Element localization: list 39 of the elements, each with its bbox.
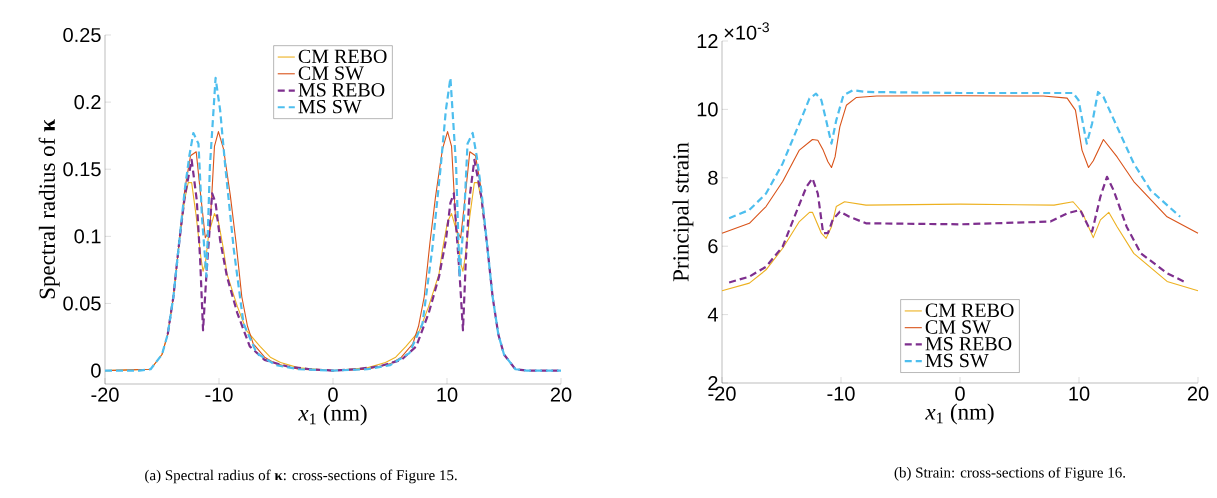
legend-label: CM REBO: [925, 303, 1014, 317]
line-series: [721, 201, 1199, 292]
line-series: [721, 95, 1199, 234]
x-tick-label: 0: [328, 387, 338, 402]
x-tick-label: -10: [827, 386, 855, 401]
x-tick-label: -20: [91, 387, 119, 402]
line-series: [728, 89, 1182, 220]
y-axis-title: Spectral radius of κ: [38, 119, 60, 299]
legend-label: CM SW: [925, 320, 991, 334]
legend-label: MS REBO: [298, 83, 385, 97]
y-tick-label: 12: [697, 34, 718, 48]
y-tick-label: 8: [708, 170, 718, 185]
y-tick-label: 0.2: [74, 95, 101, 110]
x-tick-label: 10: [1069, 386, 1090, 401]
y-tick-label: 4: [707, 307, 718, 322]
x-axis-title: x$_{1}$ (nm): [298, 404, 367, 426]
x-tick-label: -10: [205, 387, 233, 402]
x-tick-label: 20: [1187, 386, 1209, 401]
y-tick-label: 0.05: [63, 296, 101, 311]
y-tick-label: 0: [91, 363, 101, 378]
legend-label: MS REBO: [925, 337, 1012, 351]
text: ×10$^{-3}$: [724, 22, 769, 40]
x-tick-label: 20: [550, 387, 572, 402]
x-tick-label: 0: [955, 386, 965, 401]
y-tick-label: 0.15: [63, 162, 101, 177]
x-tick-label: 10: [437, 387, 458, 402]
line-series: [728, 175, 1185, 284]
y-axis-title: Principal strain: [672, 142, 694, 282]
x-axis-title: x$_{1}$ (nm): [925, 403, 994, 425]
legend-label: CM REBO: [298, 49, 387, 64]
y-tick-label: 0.1: [74, 229, 101, 244]
text: (b) Strain: cross-sections of Figure 16.: [894, 466, 1126, 481]
legend-label: MS SW: [298, 99, 362, 114]
y-tick-label: 6: [708, 239, 718, 254]
legend-label: CM SW: [298, 66, 364, 80]
y-tick-label: 0.25: [63, 27, 101, 43]
legend-label: MS SW: [925, 353, 989, 368]
text: (a) Spectral radius of κ: cross-sections of Figure 15.: [145, 469, 457, 484]
y-tick-label: 10: [697, 102, 718, 117]
